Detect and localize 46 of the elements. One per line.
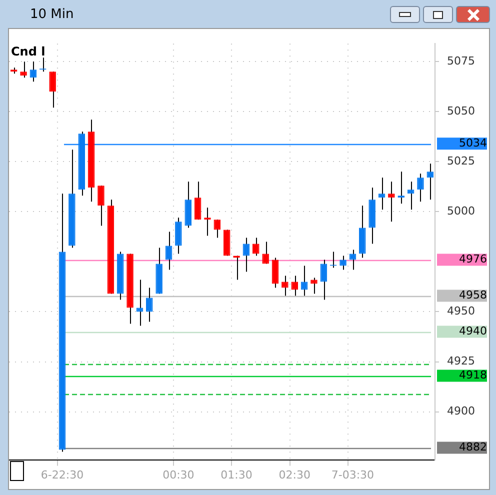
- candlestick: [310, 277, 318, 294]
- y-tick-label: 5075: [447, 54, 476, 68]
- y-tick-label: 4925: [447, 354, 476, 368]
- candlestick: [252, 237, 260, 256]
- x-tick-label: 01:30: [220, 468, 252, 482]
- candlestick: [136, 279, 144, 326]
- x-tick-label: 7-03:30: [331, 468, 374, 482]
- candlestick: [242, 237, 250, 272]
- ref-line-label: 5034: [459, 136, 488, 150]
- ref-line-label: 4940: [459, 324, 488, 338]
- y-tick-label: 5050: [447, 104, 476, 118]
- x-tick-label: 02:30: [278, 468, 310, 482]
- candlestick: [194, 181, 202, 220]
- x-tick-label: 6-22:30: [40, 468, 84, 482]
- chart-title: 10 Min: [30, 7, 74, 22]
- y-tick-label: 5025: [447, 154, 476, 168]
- candlestick: [214, 219, 221, 238]
- candlestick: [417, 173, 424, 202]
- candlestick: [175, 217, 182, 254]
- candlestick: [340, 255, 346, 270]
- ref-line-label: 4882: [459, 440, 488, 454]
- y-tick-label: 5000: [447, 204, 476, 218]
- y-tick-label: 4950: [447, 304, 476, 318]
- x-tick-label: 00:30: [162, 468, 194, 482]
- y-tick-label: 4900: [447, 404, 476, 418]
- candlestick: [407, 181, 414, 210]
- ref-line-label: 4918: [459, 368, 488, 382]
- candlestick: [165, 231, 172, 270]
- candlestick: [146, 287, 153, 322]
- candlestick: [98, 185, 104, 226]
- candlestick: [262, 241, 269, 264]
- candlestick: [426, 163, 434, 200]
- candlestick: [20, 61, 27, 78]
- candlestick: [282, 275, 288, 296]
- ref-line-label: 4958: [459, 288, 488, 302]
- candlestick: [349, 249, 356, 270]
- candlestick: [272, 257, 279, 288]
- candlestick: [291, 275, 298, 296]
- candlestick: [300, 265, 308, 296]
- candlestick: [320, 259, 328, 300]
- candlestick: [49, 71, 56, 108]
- candlestick: [378, 177, 386, 210]
- annotation: Cnd l: [11, 44, 46, 59]
- candlestick: [388, 181, 395, 222]
- ref-line-label: 4976: [459, 252, 488, 266]
- candlestick: [30, 61, 37, 82]
